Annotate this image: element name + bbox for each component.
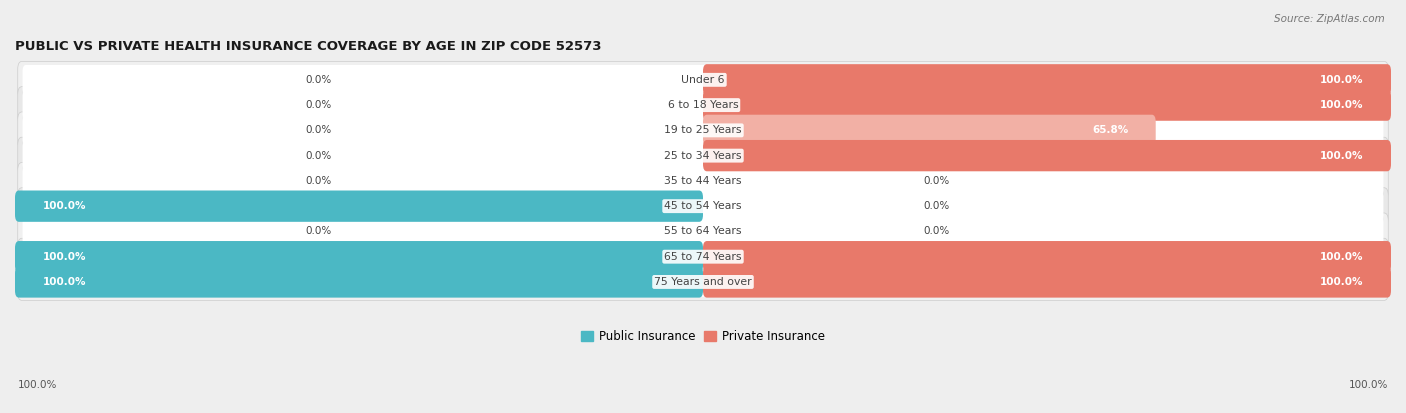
Text: 100.0%: 100.0% bbox=[42, 252, 86, 262]
FancyBboxPatch shape bbox=[18, 112, 1388, 149]
FancyBboxPatch shape bbox=[703, 90, 1391, 121]
Text: 0.0%: 0.0% bbox=[305, 151, 332, 161]
FancyBboxPatch shape bbox=[22, 90, 1384, 120]
Text: 75 Years and over: 75 Years and over bbox=[654, 277, 752, 287]
FancyBboxPatch shape bbox=[22, 267, 1384, 297]
Text: Source: ZipAtlas.com: Source: ZipAtlas.com bbox=[1274, 14, 1385, 24]
Text: 0.0%: 0.0% bbox=[305, 226, 332, 236]
FancyBboxPatch shape bbox=[15, 190, 703, 222]
Text: 0.0%: 0.0% bbox=[924, 176, 949, 186]
Text: 100.0%: 100.0% bbox=[42, 201, 86, 211]
FancyBboxPatch shape bbox=[18, 137, 1388, 174]
FancyBboxPatch shape bbox=[22, 141, 1384, 171]
Text: 45 to 54 Years: 45 to 54 Years bbox=[664, 201, 742, 211]
FancyBboxPatch shape bbox=[22, 216, 1384, 246]
FancyBboxPatch shape bbox=[18, 162, 1388, 199]
FancyBboxPatch shape bbox=[22, 65, 1384, 95]
Text: 0.0%: 0.0% bbox=[305, 176, 332, 186]
FancyBboxPatch shape bbox=[22, 242, 1384, 272]
FancyBboxPatch shape bbox=[15, 241, 703, 272]
FancyBboxPatch shape bbox=[22, 166, 1384, 196]
Text: 65 to 74 Years: 65 to 74 Years bbox=[664, 252, 742, 262]
Text: 25 to 34 Years: 25 to 34 Years bbox=[664, 151, 742, 161]
FancyBboxPatch shape bbox=[703, 241, 1391, 272]
Text: 100.0%: 100.0% bbox=[1320, 151, 1364, 161]
Text: 6 to 18 Years: 6 to 18 Years bbox=[668, 100, 738, 110]
Text: 100.0%: 100.0% bbox=[1320, 277, 1364, 287]
Text: 65.8%: 65.8% bbox=[1092, 126, 1128, 135]
Text: 0.0%: 0.0% bbox=[305, 126, 332, 135]
Text: Under 6: Under 6 bbox=[682, 75, 724, 85]
FancyBboxPatch shape bbox=[18, 238, 1388, 275]
FancyBboxPatch shape bbox=[18, 87, 1388, 123]
Text: 100.0%: 100.0% bbox=[18, 380, 58, 390]
Text: 55 to 64 Years: 55 to 64 Years bbox=[664, 226, 742, 236]
FancyBboxPatch shape bbox=[703, 140, 1391, 171]
FancyBboxPatch shape bbox=[18, 263, 1388, 300]
FancyBboxPatch shape bbox=[15, 266, 703, 298]
Text: 100.0%: 100.0% bbox=[1348, 380, 1388, 390]
FancyBboxPatch shape bbox=[703, 64, 1391, 95]
FancyBboxPatch shape bbox=[18, 213, 1388, 250]
FancyBboxPatch shape bbox=[703, 115, 1156, 146]
Text: 0.0%: 0.0% bbox=[305, 75, 332, 85]
Text: 100.0%: 100.0% bbox=[1320, 252, 1364, 262]
Text: 0.0%: 0.0% bbox=[924, 201, 949, 211]
Text: 100.0%: 100.0% bbox=[42, 277, 86, 287]
Text: PUBLIC VS PRIVATE HEALTH INSURANCE COVERAGE BY AGE IN ZIP CODE 52573: PUBLIC VS PRIVATE HEALTH INSURANCE COVER… bbox=[15, 40, 602, 53]
FancyBboxPatch shape bbox=[18, 188, 1388, 225]
FancyBboxPatch shape bbox=[22, 191, 1384, 221]
Text: 100.0%: 100.0% bbox=[1320, 75, 1364, 85]
Legend: Public Insurance, Private Insurance: Public Insurance, Private Insurance bbox=[576, 325, 830, 348]
FancyBboxPatch shape bbox=[703, 266, 1391, 298]
FancyBboxPatch shape bbox=[22, 116, 1384, 145]
Text: 100.0%: 100.0% bbox=[1320, 100, 1364, 110]
FancyBboxPatch shape bbox=[18, 62, 1388, 98]
Text: 35 to 44 Years: 35 to 44 Years bbox=[664, 176, 742, 186]
Text: 0.0%: 0.0% bbox=[924, 226, 949, 236]
Text: 0.0%: 0.0% bbox=[305, 100, 332, 110]
Text: 19 to 25 Years: 19 to 25 Years bbox=[664, 126, 742, 135]
